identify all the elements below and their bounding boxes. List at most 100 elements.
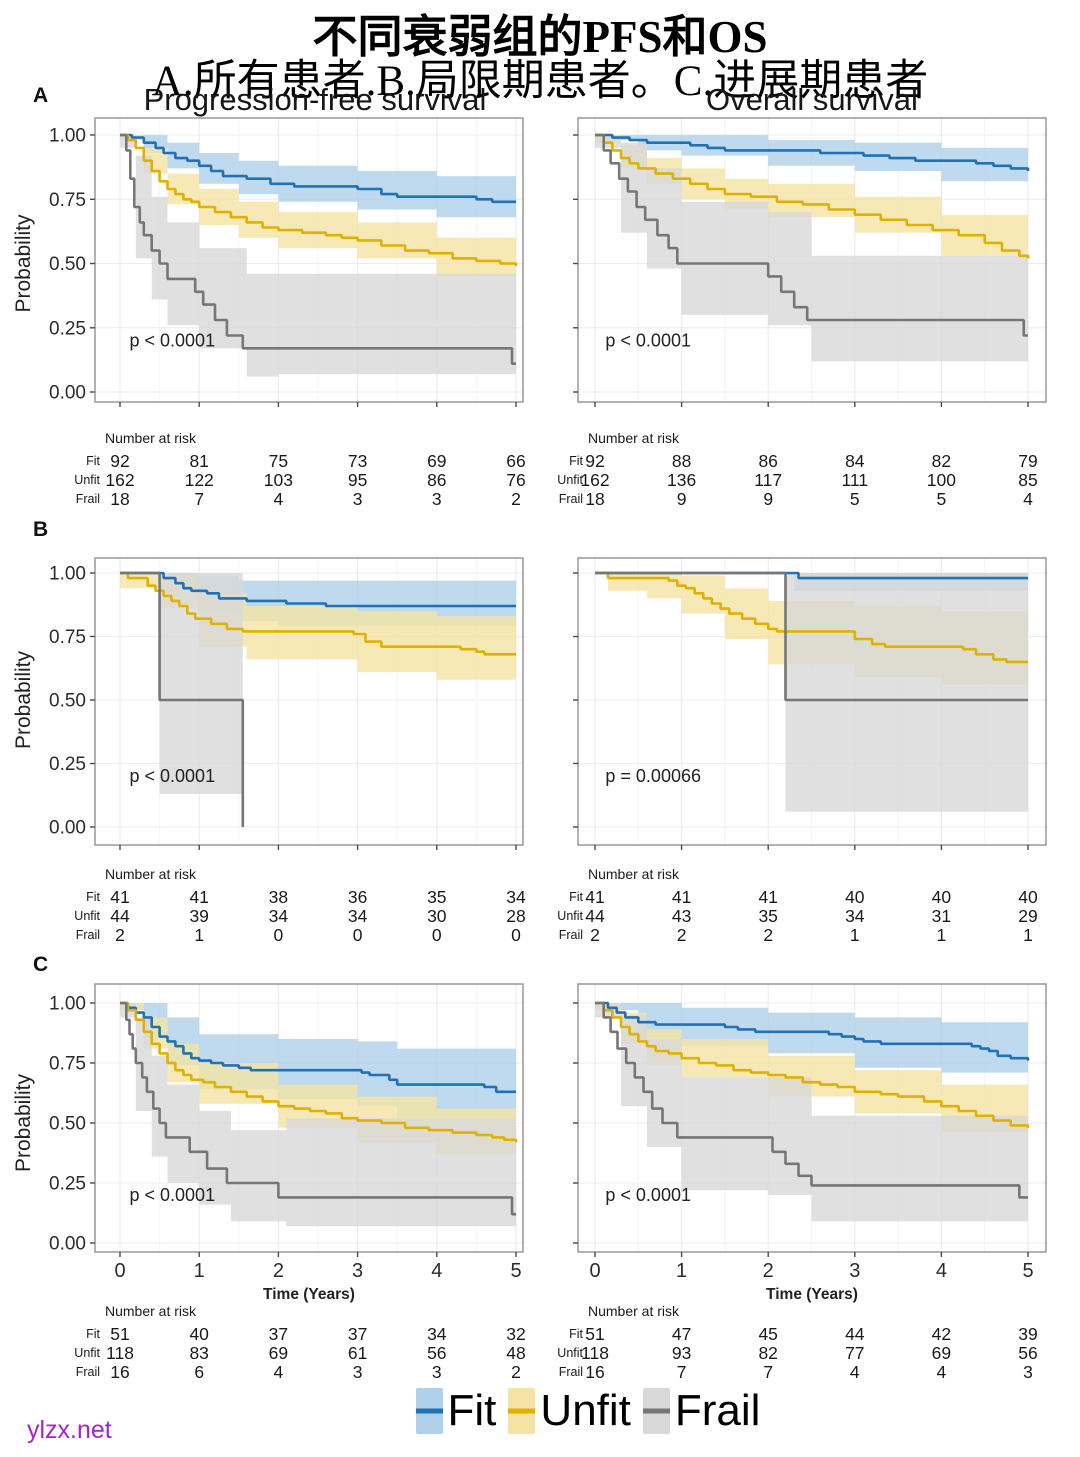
svg-text:0.75: 0.75 bbox=[49, 1054, 86, 1075]
risk-value: 44 bbox=[110, 906, 130, 926]
figure-title: 不同衰弱组的PFS和OS bbox=[312, 12, 768, 62]
risk-value: 41 bbox=[671, 887, 692, 907]
risk-value: 76 bbox=[506, 470, 526, 490]
svg-text:p < 0.0001: p < 0.0001 bbox=[130, 766, 216, 786]
risk-value: 111 bbox=[841, 470, 869, 490]
risk-value: 95 bbox=[347, 470, 368, 490]
risk-value: 117 bbox=[754, 470, 783, 490]
column-header-pfs: Progression-free survival bbox=[143, 82, 487, 117]
risk-value: 56 bbox=[427, 1343, 447, 1363]
risk-value: 40 bbox=[189, 1324, 209, 1344]
legend: Fit Unfit Frail bbox=[48, 1386, 1080, 1436]
plot-a-pfs: 1.00 0.75 0.50 0.25 0.00 Probability p < 0.000… bbox=[12, 117, 524, 407]
risk-value: 0 bbox=[352, 925, 363, 945]
risk-value: 18 bbox=[110, 489, 130, 509]
risk-value: 41 bbox=[585, 887, 605, 907]
risk-value: 3 bbox=[1023, 1362, 1033, 1382]
column-header-os: Overall survival bbox=[706, 82, 918, 117]
svg-text:3: 3 bbox=[352, 1260, 363, 1282]
risk-value: 73 bbox=[347, 451, 368, 471]
risk-value: 7 bbox=[676, 1362, 687, 1382]
risk-value: 34 bbox=[427, 1324, 447, 1344]
svg-text:0.25: 0.25 bbox=[49, 318, 86, 339]
svg-text:0.00: 0.00 bbox=[49, 383, 86, 404]
risk-value: 31 bbox=[931, 906, 952, 926]
risk-value: 86 bbox=[427, 470, 447, 490]
risk-value: 5 bbox=[849, 489, 860, 509]
risk-value: 45 bbox=[758, 1324, 778, 1344]
legend-item-unfit: Unfit bbox=[508, 1386, 631, 1436]
risk-row-label: Unfit bbox=[74, 1346, 100, 1360]
risk-value: 37 bbox=[268, 1324, 289, 1344]
risk-value: 44 bbox=[845, 1324, 865, 1344]
risk-value: 136 bbox=[666, 470, 697, 490]
risk-value: 1 bbox=[849, 925, 860, 945]
risk-value: 40 bbox=[1018, 887, 1038, 907]
risk-value: 69 bbox=[268, 1343, 289, 1363]
risk-value: 16 bbox=[585, 1362, 605, 1382]
risk-value: 81 bbox=[189, 451, 209, 471]
risk-value: 82 bbox=[931, 451, 952, 471]
risk-value: 7 bbox=[763, 1362, 774, 1382]
svg-text:4: 4 bbox=[936, 1260, 947, 1282]
risk-value: 2 bbox=[676, 925, 687, 945]
risk-value: 1 bbox=[194, 925, 205, 945]
figure-subtitle: A.所有患者.B.局限期患者。C.进展期患者 bbox=[151, 58, 929, 105]
risk-value: 79 bbox=[1018, 451, 1038, 471]
risk-value: 9 bbox=[763, 489, 774, 509]
risk-value: 1 bbox=[1023, 925, 1033, 945]
panel-label-b: B bbox=[33, 518, 49, 541]
plot-c-pfs: 1.00 0.75 0.50 0.25 0.00 Probability 0 1 2 3 4 5 Tim… bbox=[12, 983, 524, 1303]
risk-value: 3 bbox=[352, 489, 363, 509]
risk-value: 69 bbox=[427, 451, 447, 471]
risk-row-label: Frail bbox=[75, 1365, 100, 1379]
risk-value: 36 bbox=[347, 887, 368, 907]
fit-swatch-icon bbox=[415, 1388, 443, 1434]
risk-value: 82 bbox=[758, 1343, 778, 1363]
legend-label-unfit: Unfit bbox=[540, 1386, 631, 1435]
risk-value: 2 bbox=[511, 1362, 521, 1382]
plot-b-os: p = 0.00066 bbox=[573, 557, 1047, 850]
legend-label-frail: Frail bbox=[674, 1386, 761, 1435]
risk-row-label: Fit bbox=[86, 890, 100, 904]
svg-text:0: 0 bbox=[589, 1260, 600, 1282]
risk-value: 118 bbox=[106, 1343, 134, 1363]
risk-value: 47 bbox=[671, 1324, 692, 1344]
risk-value: 7 bbox=[194, 489, 205, 509]
risk-value: 84 bbox=[845, 451, 865, 471]
risk-row-label: Frail bbox=[558, 492, 583, 506]
risk-value: 35 bbox=[427, 887, 447, 907]
svg-text:p < 0.0001: p < 0.0001 bbox=[605, 331, 691, 351]
svg-text:p = 0.00066: p = 0.00066 bbox=[605, 766, 701, 786]
risk-value: 3 bbox=[352, 1362, 363, 1382]
plot-b-pfs: 1.00 0.75 0.50 0.25 0.00 Probability p < 0.000… bbox=[12, 557, 524, 850]
risk-value: 88 bbox=[671, 451, 692, 471]
risk-value: 34 bbox=[845, 906, 865, 926]
risk-value: 51 bbox=[110, 1324, 130, 1344]
plot-c-os: 0 1 2 3 4 5 Time (Years) p < 0.0001 bbox=[573, 983, 1047, 1303]
risk-value: 4 bbox=[273, 1362, 284, 1382]
risk-value: 3 bbox=[431, 489, 442, 509]
risk-value: 2 bbox=[590, 925, 600, 945]
svg-text:0: 0 bbox=[114, 1260, 125, 1282]
risk-value: 42 bbox=[931, 1324, 952, 1344]
svg-text:1: 1 bbox=[676, 1260, 687, 1282]
risk-value: 40 bbox=[845, 887, 865, 907]
risk-value: 44 bbox=[585, 906, 605, 926]
unfit-swatch-icon bbox=[508, 1388, 536, 1434]
risk-value: 28 bbox=[506, 906, 526, 926]
risk-value: 69 bbox=[931, 1343, 952, 1363]
risk-value: 118 bbox=[581, 1343, 609, 1363]
svg-text:2: 2 bbox=[763, 1260, 774, 1282]
svg-text:4: 4 bbox=[431, 1260, 442, 1282]
risk-value: 2 bbox=[511, 489, 521, 509]
risk-value: 1 bbox=[936, 925, 947, 945]
risk-table-header: Number at risk bbox=[588, 430, 680, 446]
risk-row-label: Unfit bbox=[557, 1346, 583, 1360]
svg-text:5: 5 bbox=[510, 1260, 521, 1282]
risk-value: 93 bbox=[671, 1343, 692, 1363]
risk-value: 0 bbox=[273, 925, 284, 945]
svg-text:0.50: 0.50 bbox=[49, 254, 86, 275]
panel-label-a: A bbox=[33, 84, 49, 107]
